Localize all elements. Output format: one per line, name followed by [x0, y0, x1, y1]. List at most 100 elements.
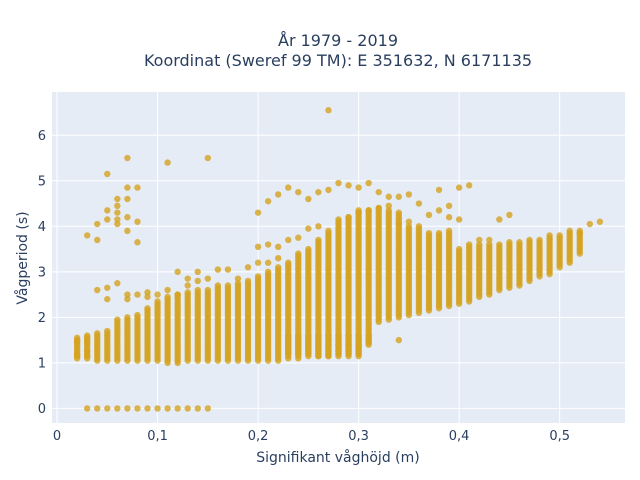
data-point — [124, 214, 131, 221]
data-point — [114, 316, 121, 323]
data-point — [194, 277, 201, 285]
data-point — [114, 209, 121, 216]
data-point — [83, 348, 91, 355]
y-tick-label: 0 — [38, 402, 46, 417]
data-point — [586, 220, 594, 228]
data-point — [274, 254, 282, 262]
data-point — [385, 193, 392, 200]
data-point — [506, 211, 513, 219]
data-point — [134, 291, 141, 298]
y-tick-label: 3 — [38, 265, 46, 280]
x-axis-ticks: 0 0,1 0,2 0,3 0,4 0,5 — [53, 429, 570, 444]
data-point — [305, 195, 312, 203]
data-point — [295, 188, 302, 196]
data-point — [365, 207, 372, 214]
data-point — [174, 291, 181, 298]
data-point — [104, 207, 111, 214]
data-point — [234, 280, 242, 287]
y-axis-title: Vågperiod (s) — [14, 211, 31, 304]
data-point — [476, 241, 483, 248]
data-point — [486, 241, 493, 248]
data-point — [435, 186, 443, 194]
data-point — [254, 273, 262, 280]
data-point — [445, 227, 453, 235]
x-tick-label: 0,5 — [549, 429, 570, 444]
data-point — [325, 227, 332, 235]
data-point — [124, 314, 131, 321]
data-point — [325, 107, 332, 114]
data-point — [204, 286, 212, 294]
data-point — [405, 223, 413, 230]
data-point — [315, 236, 322, 244]
data-point — [164, 286, 171, 294]
data-point — [264, 268, 272, 276]
data-point — [274, 264, 282, 271]
data-point — [335, 348, 342, 355]
data-point — [154, 298, 161, 305]
data-point — [134, 239, 141, 246]
data-point — [274, 191, 282, 198]
data-point — [134, 311, 141, 319]
data-point — [516, 239, 523, 246]
data-point — [83, 405, 91, 412]
data-point — [465, 241, 473, 248]
data-point — [114, 195, 121, 203]
data-point — [184, 289, 191, 296]
data-point — [204, 154, 212, 162]
data-point — [124, 405, 131, 412]
x-tick-label: 0,3 — [348, 429, 369, 444]
data-point — [576, 229, 583, 237]
data-point — [234, 275, 242, 282]
data-point — [194, 405, 201, 412]
data-point — [435, 207, 443, 214]
data-point — [254, 243, 262, 251]
data-point — [194, 268, 201, 276]
data-point — [104, 327, 111, 335]
data-point — [274, 243, 282, 251]
data-point — [124, 154, 131, 162]
data-point — [134, 184, 141, 191]
data-point — [134, 218, 141, 225]
data-point — [425, 229, 433, 237]
x-tick-label: 0 — [53, 429, 61, 444]
data-point — [94, 220, 101, 228]
data-point — [104, 170, 111, 178]
data-point — [285, 332, 292, 339]
data-point — [536, 236, 543, 244]
data-point — [496, 216, 503, 223]
data-point — [435, 229, 443, 237]
data-point — [114, 405, 121, 412]
data-point — [476, 236, 483, 244]
data-point — [174, 405, 181, 412]
data-point — [184, 405, 191, 412]
data-point — [114, 202, 121, 210]
data-point — [285, 184, 292, 191]
data-point — [164, 293, 171, 301]
data-point — [415, 223, 423, 230]
data-point — [315, 332, 322, 339]
data-point — [385, 207, 392, 214]
chart-title-line-1: År 1979 - 2019 — [278, 31, 398, 50]
data-point — [345, 182, 352, 189]
data-point — [184, 275, 191, 282]
data-point — [114, 220, 121, 228]
data-point — [395, 336, 403, 344]
data-point — [73, 352, 81, 360]
data-point — [244, 264, 252, 271]
data-point — [83, 334, 91, 342]
data-point — [405, 191, 413, 198]
data-point — [144, 289, 151, 296]
data-point — [73, 339, 81, 346]
data-point — [375, 188, 382, 196]
data-point — [546, 232, 553, 239]
data-point — [496, 241, 503, 248]
data-point — [104, 295, 111, 303]
data-point — [445, 214, 453, 221]
data-point — [94, 286, 101, 294]
data-point — [415, 200, 423, 207]
data-point — [335, 216, 342, 223]
data-point — [395, 209, 403, 216]
data-point — [224, 282, 232, 289]
data-point — [556, 232, 563, 239]
data-point — [174, 268, 181, 276]
